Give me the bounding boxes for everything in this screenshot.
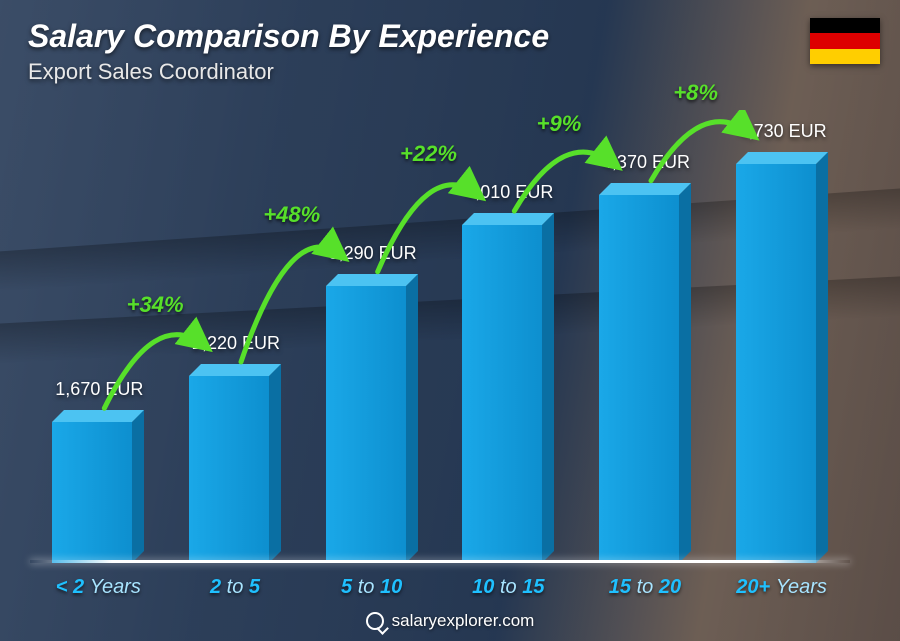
bar-wrap: 3,290 EUR bbox=[313, 110, 431, 563]
bar-side bbox=[816, 152, 828, 563]
bar-value-label: 3,290 EUR bbox=[303, 243, 443, 264]
flag-stripe-red bbox=[810, 33, 880, 48]
bar-value-label: 4,010 EUR bbox=[439, 182, 579, 203]
bar-front bbox=[189, 376, 269, 563]
bar-front bbox=[599, 195, 679, 563]
footer: salaryexplorer.com bbox=[0, 611, 900, 631]
x-label: 5 to 10 bbox=[313, 576, 431, 599]
bar-wrap: 4,730 EUR bbox=[723, 110, 841, 563]
growth-label: +8% bbox=[673, 80, 718, 106]
x-label: 2 to 5 bbox=[176, 576, 294, 599]
bar-front bbox=[52, 422, 132, 563]
growth-label: +22% bbox=[400, 141, 457, 167]
bar-value-label: 1,670 EUR bbox=[29, 379, 169, 400]
baseline bbox=[30, 560, 850, 563]
bar-top bbox=[189, 364, 281, 376]
bar-value-label: 4,370 EUR bbox=[576, 152, 716, 173]
bar-wrap: 4,010 EUR bbox=[449, 110, 567, 563]
x-label: 10 to 15 bbox=[449, 576, 567, 599]
bar-value-label: 2,220 EUR bbox=[166, 333, 306, 354]
bars-container: 1,670 EUR2,220 EUR3,290 EUR4,010 EUR4,37… bbox=[30, 110, 850, 563]
bar bbox=[736, 164, 828, 563]
bar bbox=[599, 195, 691, 563]
bar-top bbox=[52, 410, 144, 422]
header: Salary Comparison By Experience Export S… bbox=[28, 18, 549, 85]
bar-top bbox=[599, 183, 691, 195]
country-flag bbox=[810, 18, 880, 64]
x-axis-labels: < 2 Years 2 to 5 5 to 10 10 to 15 15 to 20 20… bbox=[30, 576, 850, 599]
bar bbox=[189, 376, 281, 563]
bar-value-label: 4,730 EUR bbox=[713, 121, 853, 142]
flag-stripe-black bbox=[810, 18, 880, 33]
bar-side bbox=[679, 183, 691, 563]
growth-label: +34% bbox=[127, 292, 184, 318]
x-label: 20+ Years bbox=[723, 576, 841, 599]
page-subtitle: Export Sales Coordinator bbox=[28, 59, 549, 85]
bar-wrap: 4,370 EUR bbox=[586, 110, 704, 563]
bar-front bbox=[736, 164, 816, 563]
bar bbox=[326, 286, 418, 563]
growth-label: +48% bbox=[263, 202, 320, 228]
bar-top bbox=[736, 152, 828, 164]
bar-side bbox=[542, 213, 554, 563]
footer-text: salaryexplorer.com bbox=[392, 611, 535, 631]
x-label: < 2 Years bbox=[39, 576, 157, 599]
bar bbox=[462, 225, 554, 563]
bar-side bbox=[406, 274, 418, 563]
flag-stripe-gold bbox=[810, 49, 880, 64]
magnifier-icon bbox=[366, 612, 384, 630]
bar-wrap: 1,670 EUR bbox=[39, 110, 157, 563]
bar-side bbox=[269, 364, 281, 563]
bar-wrap: 2,220 EUR bbox=[176, 110, 294, 563]
bar-side bbox=[132, 410, 144, 563]
x-label: 15 to 20 bbox=[586, 576, 704, 599]
growth-label: +9% bbox=[537, 111, 582, 137]
page-title: Salary Comparison By Experience bbox=[28, 18, 549, 55]
infographic-stage: Salary Comparison By Experience Export S… bbox=[0, 0, 900, 641]
bar bbox=[52, 422, 144, 563]
bar-top bbox=[326, 274, 418, 286]
bar-front bbox=[462, 225, 542, 563]
bar-top bbox=[462, 213, 554, 225]
bar-chart: 1,670 EUR2,220 EUR3,290 EUR4,010 EUR4,37… bbox=[30, 110, 850, 563]
bar-front bbox=[326, 286, 406, 563]
